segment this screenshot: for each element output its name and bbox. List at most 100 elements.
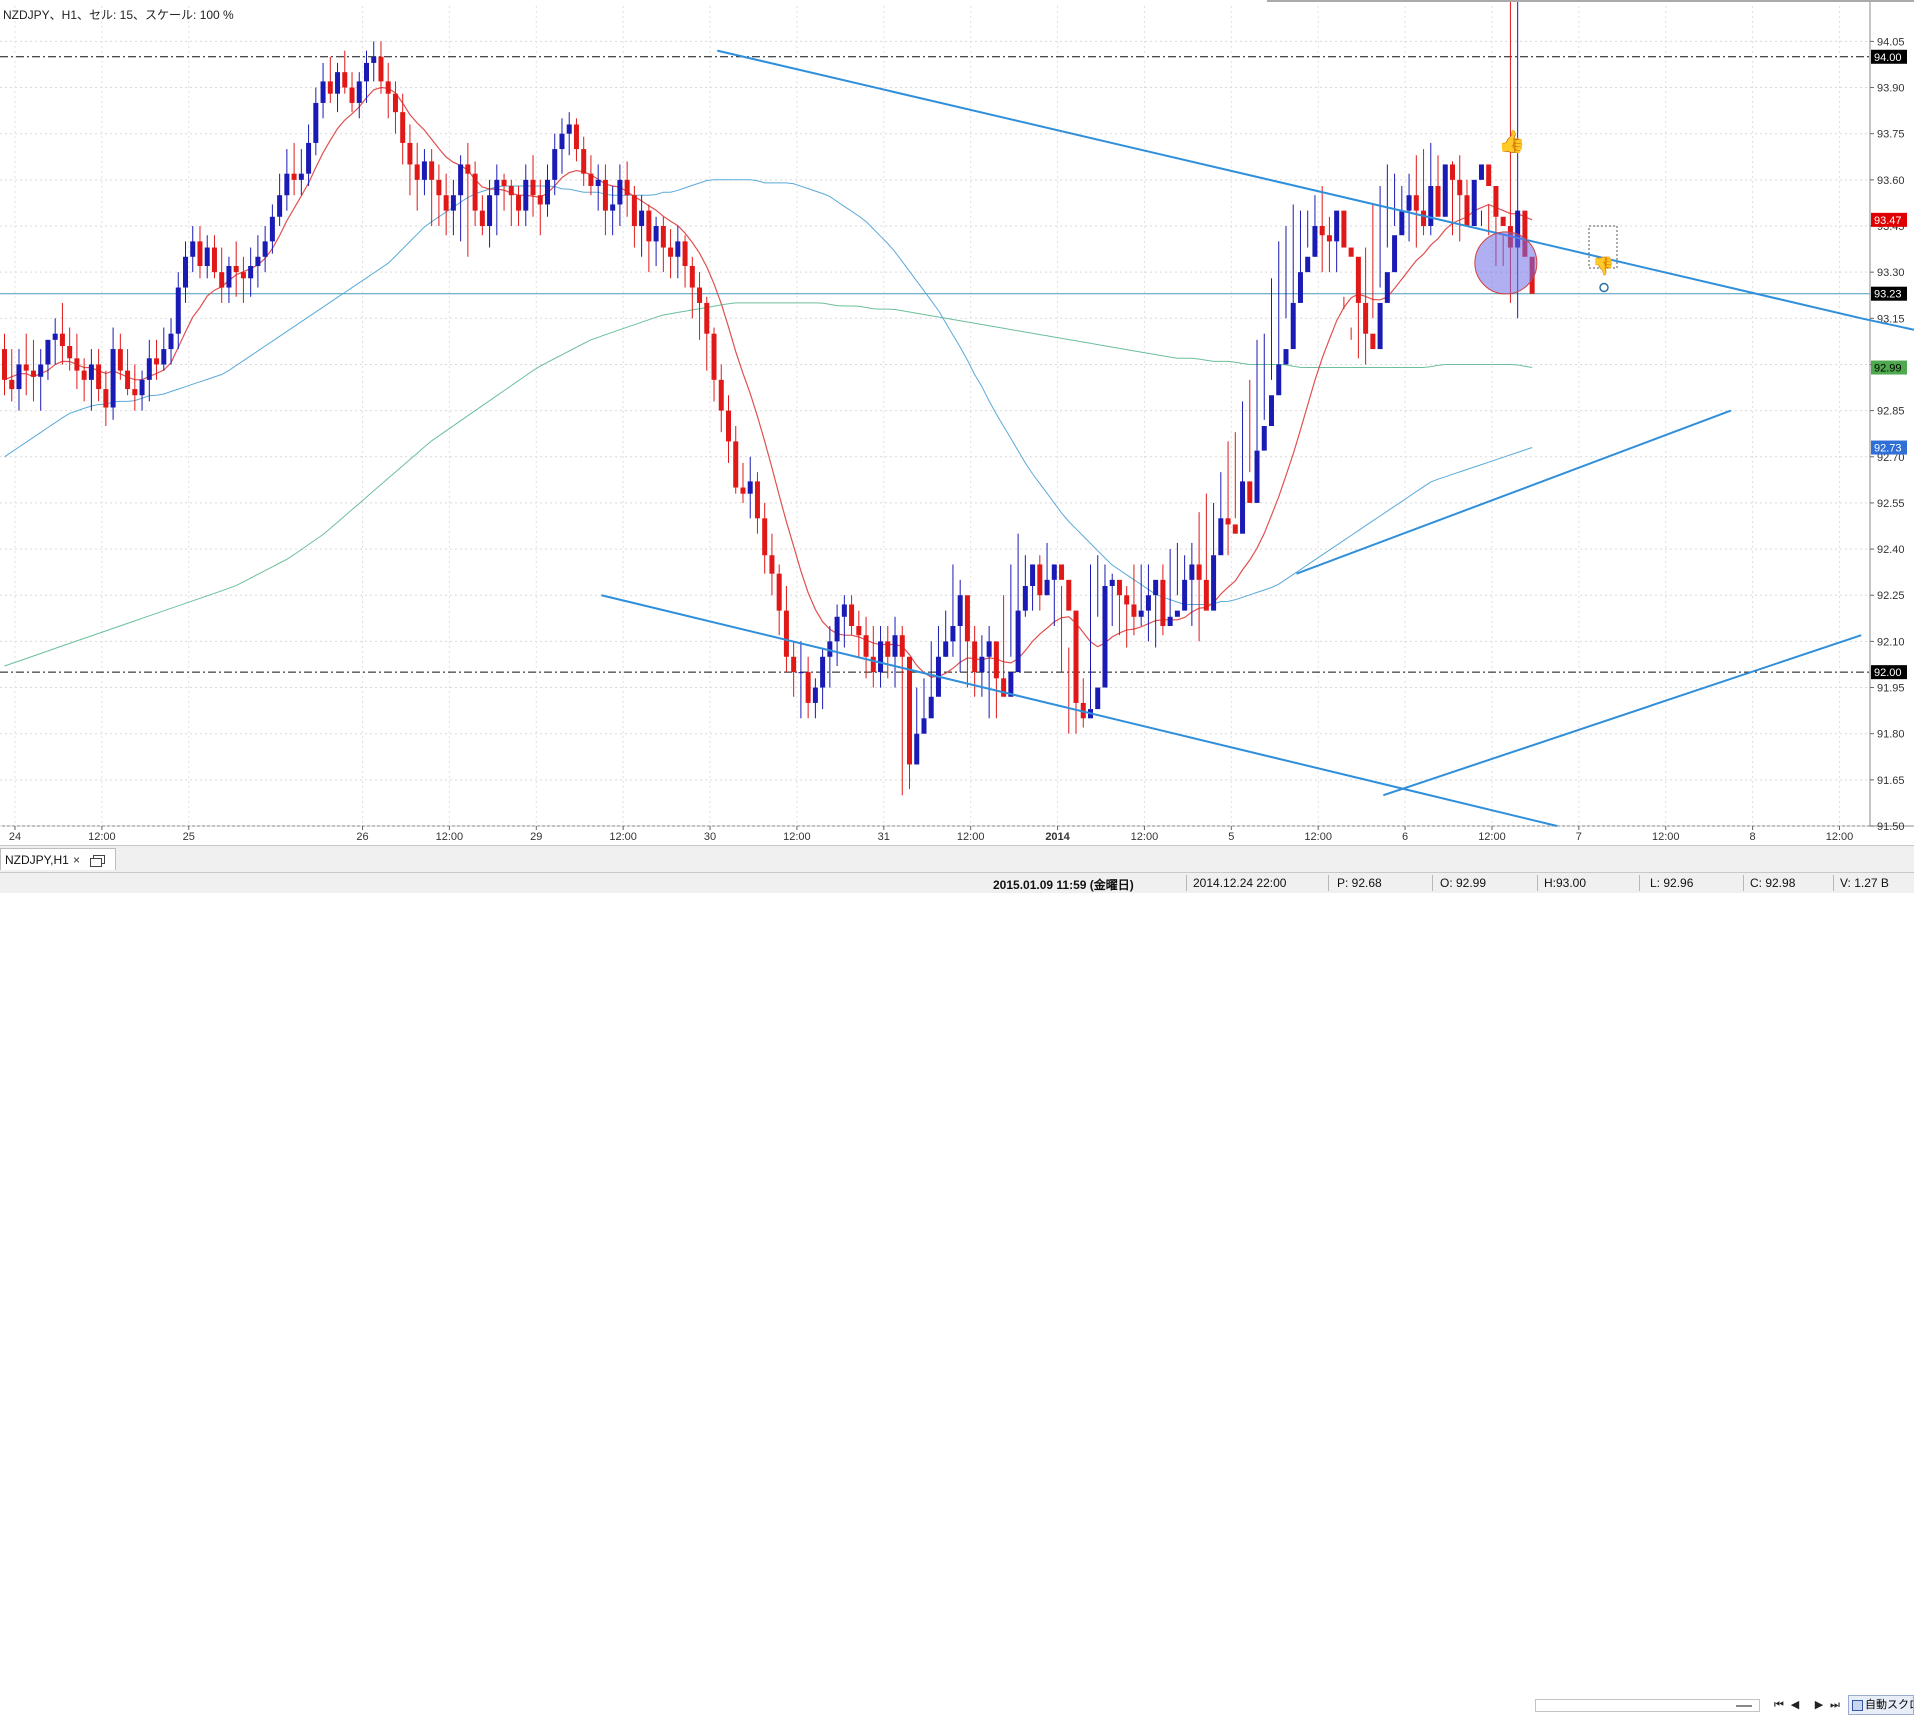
candle-body xyxy=(1471,179,1477,226)
candle-body xyxy=(979,656,985,673)
trendline xyxy=(717,49,1862,320)
y-tick-label: 91.80 xyxy=(1877,729,1905,741)
first-bar-icon[interactable]: ⏮ xyxy=(1774,1699,1784,1711)
candle-body xyxy=(349,87,355,103)
x-tick-label: 8 xyxy=(1750,831,1756,843)
tab-nzdjpy-h1[interactable]: NZDJPY,H1 × xyxy=(0,848,116,870)
y-tick-label: 93.90 xyxy=(1877,83,1905,95)
tab-close-icon[interactable]: × xyxy=(73,853,81,867)
price-marker-bg xyxy=(1871,286,1907,301)
candle-body xyxy=(1269,395,1274,426)
candle-body xyxy=(472,173,478,211)
candle-body xyxy=(689,266,695,288)
price-marker-bg xyxy=(1871,440,1907,455)
candle-body xyxy=(262,241,268,257)
candle-body xyxy=(1312,226,1318,257)
candle-body xyxy=(545,179,550,205)
candle-body xyxy=(38,364,44,377)
candle-body xyxy=(371,56,377,63)
candle-body xyxy=(479,210,485,226)
candle-body xyxy=(957,595,963,626)
candle-body xyxy=(277,195,283,217)
candle-body xyxy=(631,195,637,226)
price-marker-bg xyxy=(1871,665,1907,680)
candle-body xyxy=(856,626,862,636)
candle-body xyxy=(1442,164,1448,217)
candle-body xyxy=(972,641,978,673)
candle-body xyxy=(23,364,29,371)
y-tick-label: 92.55 xyxy=(1877,498,1905,510)
candle-body xyxy=(1138,610,1144,617)
candle-body xyxy=(1022,586,1028,611)
candle-body xyxy=(1247,481,1253,503)
candle-body xyxy=(16,364,22,390)
candle-body xyxy=(1464,195,1470,226)
x-tick-label: 12:00 xyxy=(1131,831,1159,843)
y-tick-label: 92.70 xyxy=(1877,452,1905,464)
candle-body xyxy=(414,164,420,180)
restore-window-icon[interactable] xyxy=(90,855,105,867)
x-tick-label: 25 xyxy=(183,831,195,843)
candle-body xyxy=(1522,210,1528,257)
candle-body xyxy=(400,112,406,143)
candle-body xyxy=(1095,687,1101,710)
candle-body xyxy=(117,349,123,371)
candle-body xyxy=(602,179,608,211)
status-bar: 2015.01.09 11:59 (金曜日) 2014.12.24 22:00 … xyxy=(0,872,1914,893)
candle-body xyxy=(335,72,341,94)
last-bar-icon[interactable]: ⏭ xyxy=(1830,1699,1840,1711)
candle-body xyxy=(226,266,232,288)
candle-body xyxy=(1450,164,1455,180)
candle-body xyxy=(255,256,261,266)
status-high: H:93.00 xyxy=(1544,876,1587,890)
candle-body xyxy=(559,133,565,150)
candle-body xyxy=(1211,555,1217,611)
candle-body xyxy=(1196,564,1202,580)
prev-bar-icon[interactable]: ◀ xyxy=(1790,1699,1800,1711)
horizontal-scrollbar[interactable] xyxy=(1535,1699,1760,1712)
x-tick-label: 5 xyxy=(1228,831,1234,843)
candle-body xyxy=(660,226,666,248)
candle-body xyxy=(320,81,326,103)
candle-body xyxy=(566,124,572,134)
candle-body xyxy=(740,487,746,494)
candle-body xyxy=(943,641,949,657)
candle-body xyxy=(639,210,645,226)
y-tick-label: 92.40 xyxy=(1877,544,1905,556)
candle-body xyxy=(914,733,920,765)
candle-body xyxy=(74,358,80,371)
x-tick-label: 6 xyxy=(1402,831,1408,843)
candle-body xyxy=(240,272,246,279)
candle-body xyxy=(653,226,659,242)
chart-tabbar: NZDJPY,H1 × ⏮ ◀ ▶ ⏭ 自動スクロール xyxy=(0,845,1914,1715)
candle-body xyxy=(291,173,297,180)
y-tick-label: 91.65 xyxy=(1877,775,1905,787)
candle-body xyxy=(1232,524,1238,534)
candle-body xyxy=(9,379,15,390)
candle-body xyxy=(204,247,210,266)
candle-body xyxy=(125,370,131,390)
candle-body xyxy=(1413,195,1419,211)
chart-canvas[interactable]: 94.0593.9093.7593.6093.4593.3093.1593.00… xyxy=(0,0,1914,845)
y-tick-label: 93.30 xyxy=(1877,267,1905,279)
candle-body xyxy=(385,81,391,94)
candle-body xyxy=(342,72,348,88)
candle-body xyxy=(1167,616,1173,626)
candle-body xyxy=(248,266,254,279)
next-bar-icon[interactable]: ▶ xyxy=(1814,1699,1824,1711)
price-chart[interactable]: 94.0593.9093.7593.6093.4593.3093.1593.00… xyxy=(0,0,1914,845)
candle-body xyxy=(161,349,167,365)
candle-body xyxy=(573,124,579,150)
candle-body xyxy=(776,573,782,611)
scrollbar-thumb[interactable] xyxy=(1736,1705,1752,1707)
autoscroll-button[interactable]: 自動スクロール xyxy=(1848,1695,1914,1715)
x-tick-label: 31 xyxy=(878,831,890,843)
candle-body xyxy=(878,641,884,673)
price-marker-label: 94.00 xyxy=(1874,52,1902,64)
status-close: C: 92.98 xyxy=(1750,876,1796,890)
candle-body xyxy=(870,656,876,673)
x-tick-label: 12:00 xyxy=(1478,831,1506,843)
candle-body xyxy=(1384,272,1390,303)
status-volume: V: 1.27 B xyxy=(1840,876,1889,890)
candle-body xyxy=(1254,450,1260,503)
